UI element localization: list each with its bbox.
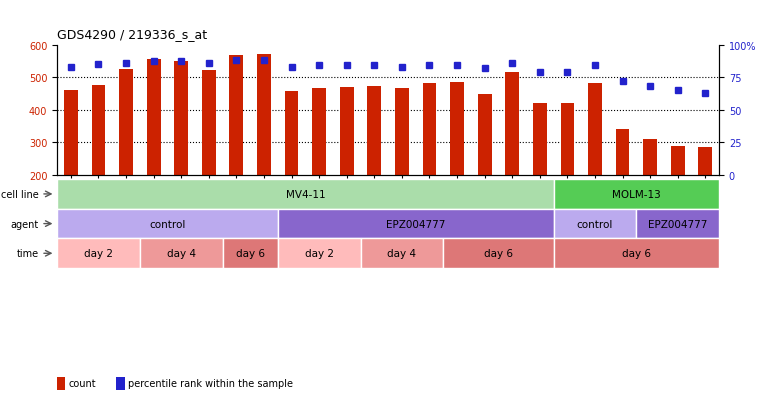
Bar: [478, 95, 492, 176]
Text: count: count: [68, 378, 96, 388]
Bar: [57, 180, 553, 209]
Bar: [91, 86, 105, 176]
Bar: [443, 239, 553, 268]
Bar: [340, 88, 354, 176]
Bar: [643, 140, 657, 176]
Text: day 6: day 6: [484, 249, 513, 259]
Text: time: time: [17, 249, 39, 259]
Bar: [57, 209, 278, 239]
Text: control: control: [577, 219, 613, 229]
Bar: [361, 239, 443, 268]
Text: day 2: day 2: [84, 249, 113, 259]
Bar: [57, 377, 65, 390]
Bar: [312, 88, 326, 176]
Text: MV4-11: MV4-11: [285, 190, 325, 199]
Bar: [285, 91, 298, 176]
Bar: [505, 73, 519, 176]
Bar: [588, 84, 602, 176]
Bar: [553, 239, 719, 268]
Text: day 6: day 6: [622, 249, 651, 259]
Text: EPZ004777: EPZ004777: [648, 219, 708, 229]
Bar: [616, 130, 629, 176]
Text: day 4: day 4: [167, 249, 196, 259]
Bar: [174, 62, 188, 176]
Bar: [119, 70, 133, 176]
Text: percentile rank within the sample: percentile rank within the sample: [128, 378, 293, 388]
Bar: [395, 89, 409, 176]
Bar: [57, 239, 140, 268]
Bar: [451, 83, 464, 176]
Bar: [561, 104, 575, 176]
Bar: [278, 209, 553, 239]
Text: EPZ004777: EPZ004777: [386, 219, 445, 229]
Bar: [278, 239, 361, 268]
Bar: [699, 147, 712, 176]
Bar: [116, 377, 125, 390]
Bar: [533, 103, 546, 176]
Text: day 2: day 2: [304, 249, 333, 259]
Bar: [671, 146, 685, 176]
Bar: [64, 90, 78, 176]
Text: control: control: [149, 219, 186, 229]
Bar: [422, 84, 436, 176]
Bar: [140, 239, 222, 268]
Bar: [222, 239, 278, 268]
Bar: [636, 209, 719, 239]
Bar: [147, 59, 161, 176]
Bar: [553, 180, 719, 209]
Text: GDS4290 / 219336_s_at: GDS4290 / 219336_s_at: [57, 28, 207, 41]
Text: agent: agent: [11, 219, 39, 229]
Text: day 4: day 4: [387, 249, 416, 259]
Bar: [553, 209, 636, 239]
Bar: [368, 87, 381, 176]
Text: MOLM-13: MOLM-13: [612, 190, 661, 199]
Text: day 6: day 6: [236, 249, 265, 259]
Bar: [230, 55, 244, 176]
Text: cell line: cell line: [1, 190, 39, 199]
Bar: [202, 71, 215, 176]
Bar: [257, 55, 271, 176]
